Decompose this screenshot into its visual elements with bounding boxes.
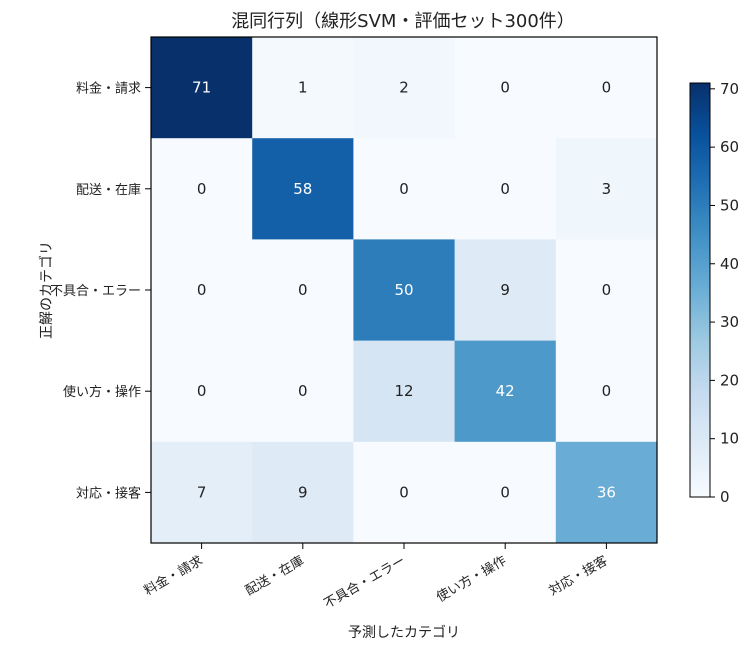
colorbar-ticks: 0 10 20 30 40 50 60 70 (710, 80, 739, 506)
cell-value-label: 42 (496, 382, 515, 400)
colorbar-tick-label: 30 (720, 313, 739, 331)
y-tick-label: 配送・在庫 (76, 183, 141, 198)
cell-value-label: 58 (293, 180, 312, 198)
cell-value-label: 0 (197, 281, 207, 299)
chart-title: 混同行列（線形SVM・評価セット300件） (231, 11, 575, 32)
heatmap-cell (151, 441, 253, 544)
heatmap-cell (353, 138, 456, 240)
y-tick-label: 不具合・エラー (50, 284, 141, 299)
heatmap-cell (555, 138, 658, 240)
colorbar (689, 82, 711, 498)
heatmap-cell (454, 441, 557, 544)
heatmap-cell (555, 340, 658, 443)
heatmap-cell (454, 340, 557, 443)
heatmap-cell (454, 37, 557, 139)
cell-value-label: 2 (399, 79, 409, 97)
heatmap-cell (454, 138, 557, 240)
colorbar-tick-label: 0 (720, 488, 730, 506)
cell-value-label: 0 (399, 483, 409, 501)
cell-value-label: 7 (197, 483, 207, 501)
cell-value-label: 1 (298, 79, 308, 97)
heatmap-cell (353, 340, 456, 443)
heatmap-cell (454, 239, 557, 342)
heatmap-cell (151, 340, 253, 443)
x-tick-label: 使い方・操作 (434, 553, 510, 606)
x-tick-label: 料金・請求 (141, 553, 205, 599)
heatmap-cell (555, 441, 658, 544)
cell-value-label: 0 (399, 180, 409, 198)
cell-value-label: 50 (394, 281, 413, 299)
heatmap-cell (151, 138, 253, 240)
heatmap-cell (555, 37, 658, 139)
x-tick-label: 対応・接客 (546, 553, 610, 599)
heatmap-cell (555, 239, 658, 342)
heatmap-cell (151, 37, 253, 139)
cell-value-label: 0 (197, 382, 207, 400)
colorbar-tick-label: 20 (720, 371, 739, 389)
cell-value-label: 0 (500, 180, 510, 198)
cell-value-label: 9 (500, 281, 510, 299)
x-axis-label: 予測したカテゴリ (348, 624, 460, 641)
colorbar-tick-label: 10 (720, 430, 739, 448)
cell-value-label: 71 (192, 79, 211, 97)
heatmap-cells (151, 37, 658, 544)
cell-value-label: 0 (602, 281, 612, 299)
cell-value-label: 3 (602, 180, 612, 198)
colorbar-tick-label: 70 (720, 80, 739, 98)
cell-value-label: 0 (298, 281, 308, 299)
heatmap-cell (151, 239, 253, 342)
heatmap-cell (252, 138, 354, 240)
cell-value-label: 0 (197, 180, 207, 198)
cell-value-label: 0 (602, 382, 612, 400)
heatmap-cell (252, 37, 354, 139)
heatmap-cell-labels: 71 1 2 0 00 58 0 0 30 0 50 9 00 0 12 42 07 9 0 0 36 (192, 79, 616, 502)
heatmap-cell (252, 441, 354, 544)
cell-value-label: 0 (500, 79, 510, 97)
cell-value-label: 0 (602, 79, 612, 97)
cell-value-label: 36 (597, 483, 616, 501)
x-axis-ticks: 料金・請求 配送・在庫 不具合・エラー 使い方・操作 対応・接客 (141, 543, 610, 612)
heatmap-cell (353, 37, 456, 139)
y-tick-label: 使い方・操作 (63, 384, 141, 400)
cell-value-label: 9 (298, 483, 308, 501)
heatmap-cell (353, 239, 456, 342)
y-tick-label: 対応・接客 (76, 485, 141, 501)
colorbar-tick-label: 40 (720, 255, 739, 273)
y-tick-label: 料金・請求 (76, 81, 141, 97)
x-tick-label: 不具合・エラー (322, 553, 408, 611)
cell-value-label: 12 (394, 382, 413, 400)
heatmap-cell (353, 441, 456, 544)
cell-value-label: 0 (500, 483, 510, 501)
heatmap-cell (252, 340, 354, 443)
colorbar-tick-label: 50 (720, 196, 739, 214)
colorbar-tick-label: 60 (720, 138, 739, 156)
cell-value-label: 0 (298, 382, 308, 400)
x-tick-label: 配送・在庫 (243, 553, 307, 598)
y-axis-label: 正解のカテゴリ (38, 241, 55, 339)
heatmap-cell (252, 239, 354, 342)
